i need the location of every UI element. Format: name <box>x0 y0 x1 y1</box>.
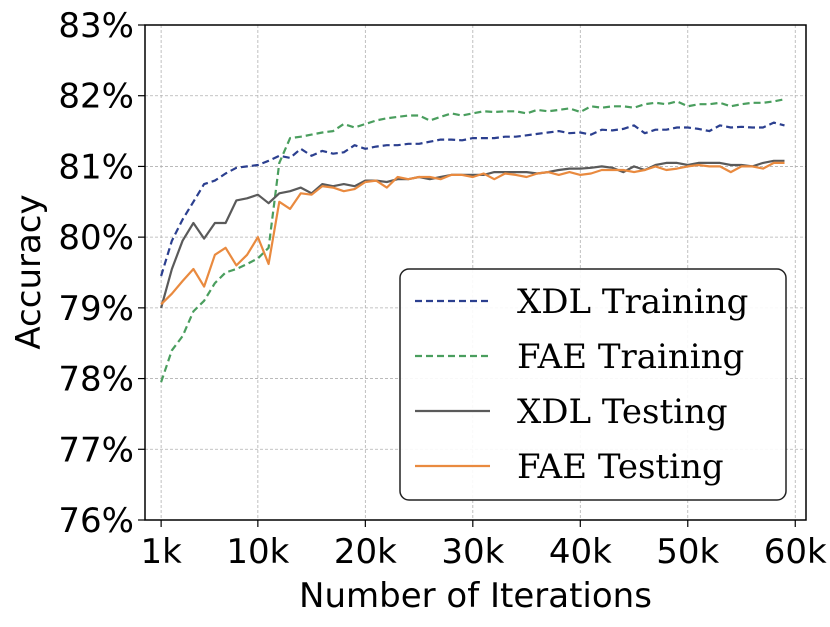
y-tick-label: 77% <box>58 430 134 470</box>
series-line-xdl-training <box>160 121 785 277</box>
series-line-fae-testing <box>160 161 785 306</box>
plot-frame <box>144 24 807 521</box>
y-tick-label: 78% <box>58 360 134 400</box>
y-axis-ticks: 76% 77% 78% 79% 80% 81% 82% 83% <box>58 6 145 541</box>
x-tick-label: 20k <box>334 532 397 572</box>
x-axis-ticks: 1k 10k 20k 30k 40k 50k 60k <box>140 520 827 572</box>
series-lines <box>160 98 785 383</box>
legend-box <box>399 268 787 501</box>
x-tick-label: 30k <box>441 532 504 572</box>
legend-label-fae-training: FAE Training <box>517 337 744 377</box>
x-tick-label: 1k <box>140 532 182 572</box>
legend: XDL Training FAE Training XDL Testing FAE T… <box>399 268 787 501</box>
x-axis-label: Number of Iterations <box>299 576 652 616</box>
y-tick-label: 82% <box>58 77 134 117</box>
x-tick-label: 60k <box>764 532 827 572</box>
legend-label-fae-testing: FAE Testing <box>517 447 724 487</box>
y-tick-label: 76% <box>58 501 134 541</box>
x-tick-label: 50k <box>656 532 719 572</box>
x-tick-label: 40k <box>549 532 612 572</box>
series-line-xdl-testing <box>160 159 785 309</box>
x-tick-label: 10k <box>226 532 289 572</box>
legend-label-xdl-testing: XDL Testing <box>517 392 728 432</box>
y-tick-label: 79% <box>58 289 134 329</box>
y-tick-label: 81% <box>58 147 134 187</box>
y-tick-label: 83% <box>58 6 134 46</box>
legend-label-xdl-training: XDL Training <box>517 282 748 322</box>
y-axis-label: Accuracy <box>9 194 49 349</box>
y-tick-label: 80% <box>58 218 134 258</box>
series-line-fae-training <box>160 98 785 383</box>
